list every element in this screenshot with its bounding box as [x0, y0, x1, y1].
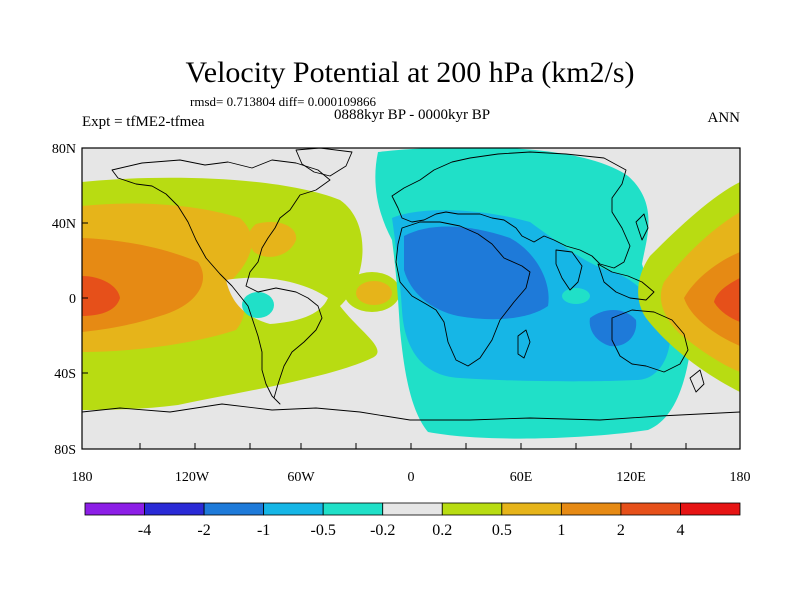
new-zealand-coastline: [689, 369, 705, 393]
eurasia-coastline: [391, 151, 631, 269]
lon-label-120e: 120E: [616, 470, 646, 485]
greenland-coastline: [295, 148, 353, 177]
lat-label-40n: 40N: [52, 217, 76, 232]
lon-label-60e: 60E: [510, 470, 533, 485]
colorbar-box: [84, 502, 145, 516]
coastlines: [82, 148, 740, 421]
madagascar-coastline: [517, 329, 531, 359]
colorbar-tick-label: -4: [138, 522, 151, 539]
colorbar-tick-label: -1: [257, 522, 270, 539]
red-core-west: [82, 276, 120, 316]
colorbar-box: [441, 502, 503, 516]
colorbar-tick-label: -0.2: [370, 522, 395, 539]
colorbar-box: [501, 502, 562, 516]
colorbar-box: [144, 502, 205, 516]
lon-label-180-east: 180: [730, 470, 751, 485]
period-label: 0888kyr BP - 0000kyr BP: [334, 107, 490, 123]
axis-ticks: [82, 147, 687, 450]
colorbar-tick-label: 0.5: [492, 522, 512, 539]
map-title: Velocity Potential at 200 hPa (km2/s): [185, 56, 634, 89]
southeast-asia-coastline: [597, 263, 655, 301]
lat-label-80n: 80N: [52, 142, 76, 157]
experiment-label: Expt = tfME2-tfmea: [82, 114, 205, 130]
orange-blob-atlantic: [356, 281, 392, 305]
colorbar-box: [680, 502, 741, 516]
japan-coastline: [635, 213, 649, 241]
colorbar-tick-label: -2: [197, 522, 210, 539]
lon-label-120w: 120W: [175, 470, 210, 485]
colorbar-box: [620, 502, 681, 516]
india-coastline: [555, 249, 583, 291]
map-field: [82, 148, 740, 449]
lat-label-40s: 40S: [54, 367, 76, 382]
colorbar-box: [322, 502, 384, 516]
americas-coastline: [111, 159, 331, 405]
lon-label-180-west: 180: [72, 470, 93, 485]
colorbar-labels: -4 -2 -1 -0.5 -0.2 0.2 0.5 1 2 4: [138, 522, 685, 539]
colorbar-box: [263, 502, 324, 516]
blue-core-africa: [404, 226, 549, 320]
colorbar-box: [203, 502, 265, 516]
colorbar-tick-label: 1: [557, 522, 565, 539]
colorbar-tick-label: 4: [676, 522, 684, 539]
antarctica-coastline: [82, 403, 740, 421]
dark-orange-region-east-edge: [684, 252, 740, 346]
australia-coastline: [611, 309, 689, 373]
blue-core-australia: [589, 309, 637, 347]
colorbar-box: [560, 502, 622, 516]
orange-blob-caribbean: [248, 221, 297, 257]
cyan-blob-indian-ocean: [562, 288, 590, 304]
lon-label-0: 0: [408, 470, 415, 485]
lon-label-60w: 60W: [287, 470, 315, 485]
colorbar-tick-label: -0.5: [311, 522, 336, 539]
season-label: ANN: [708, 110, 741, 126]
africa-coastline: [395, 221, 531, 367]
colorbar-tick-label: 2: [617, 522, 625, 539]
lat-label-80s: 80S: [54, 443, 76, 458]
colorbar-tick-label: 0.2: [432, 522, 452, 539]
colorbar-box: [382, 502, 443, 516]
red-core-east-edge: [714, 278, 740, 322]
stats-label: rmsd= 0.713804 diff= 0.000109866: [190, 94, 376, 109]
colorbar: [84, 502, 741, 516]
lat-label-0: 0: [69, 292, 76, 307]
